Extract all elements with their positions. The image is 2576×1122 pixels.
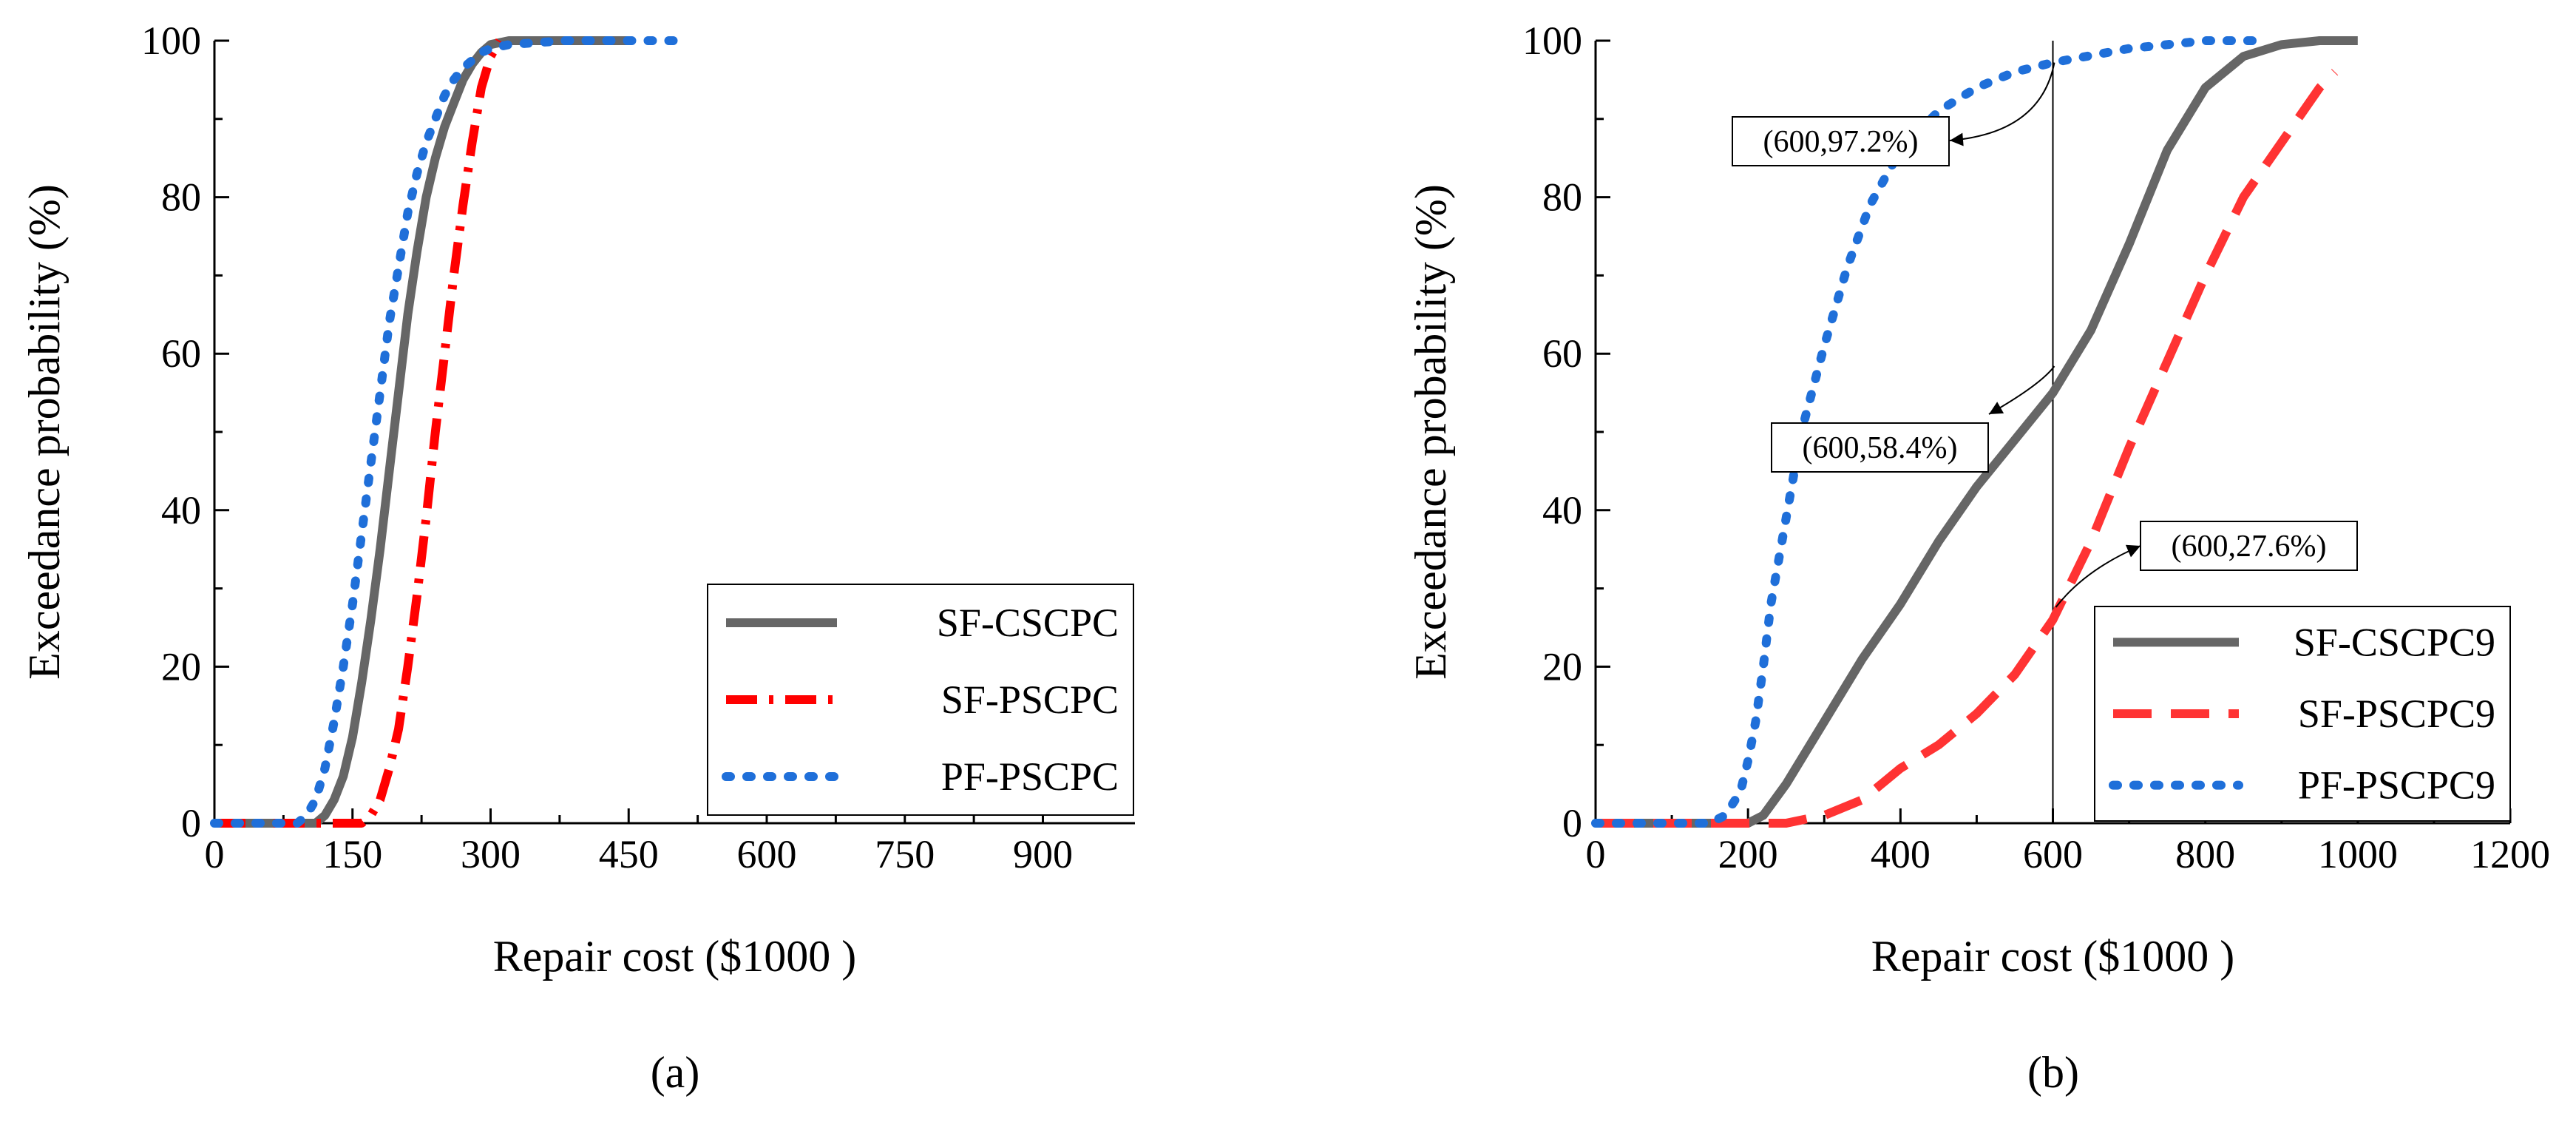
legend-label: SF-PSCPC [941,677,1119,722]
panel-label: (b) [2027,1048,2079,1097]
x-tick-label: 600 [737,832,797,876]
annotation-arrowhead [1989,402,2004,414]
annotation-label: (600,27.6%) [2172,530,2327,564]
series-line-pf-pscpc9 [1591,36,2263,828]
x-axis-title: Repair cost ($1000 ) [1871,932,2235,981]
y-tick-label: 0 [181,801,201,845]
y-tick-label: 80 [1542,175,1582,220]
x-tick-label: 800 [2175,832,2235,876]
x-tick-label: 200 [1718,832,1778,876]
y-tick-label: 60 [1542,331,1582,376]
y-axis-title: Exceedance probability (%) [1406,184,1455,680]
x-axis-title: Repair cost ($1000 ) [493,932,857,981]
x-tick-label: 150 [322,832,382,876]
panel-label: (a) [651,1048,700,1097]
x-tick-label: 1000 [2318,832,2398,876]
legend-label: SF-CSCPC [937,601,1119,645]
x-tick-label: 0 [205,832,225,876]
annotation-arrow [1949,62,2055,141]
series-line-pf-pscpc [210,36,679,828]
annotation-arrowhead [1950,132,1964,146]
x-tick-label: 0 [1586,832,1606,876]
y-tick-label: 40 [161,488,201,533]
legend-label: SF-PSCPC9 [2298,692,2495,736]
y-tick-label: 100 [141,18,201,63]
annotation-label: (600,58.4%) [1803,431,1958,465]
y-tick-label: 20 [161,644,201,689]
y-tick-label: 80 [161,175,201,220]
legend-label: PF-PSCPC9 [2298,763,2495,808]
x-tick-label: 600 [2023,832,2083,876]
y-tick-label: 100 [1522,18,1582,63]
x-tick-label: 900 [1013,832,1073,876]
series-line-sf-pscpc [214,38,504,828]
panel-b: 0 200 400 600 800 1000 1200 0 20 40 60 80 100 Repair … [1406,18,2550,1097]
y-tick-label: 60 [161,331,201,376]
x-tick-label: 450 [599,832,659,876]
x-tick-label: 750 [875,832,935,876]
annotation-box [2140,521,2358,571]
y-axis-title: Exceedance probability (%) [20,184,69,680]
series-line-sf-cscpc9 [1596,36,2358,828]
y-tick-label: 0 [1562,801,1582,845]
annotation-box [1771,422,1989,473]
y-tick-label: 40 [1542,488,1582,533]
x-tick-label: 400 [1871,832,1931,876]
legend-label: PF-PSCPC [941,754,1119,799]
x-tick-label: 1200 [2470,832,2550,876]
panel-a: 0 150 300 450 600 750 900 0 20 40 60 80 100 Repair co… [20,18,1135,1097]
annotation-label: (600,97.2%) [1763,125,1919,159]
legend-label: SF-CSCPC9 [2294,620,2495,664]
annotation-arrowhead [2125,544,2141,558]
y-tick-label: 20 [1542,644,1582,689]
x-tick-label: 300 [461,832,521,876]
annotation-arrow [2055,545,2141,608]
annotation-box [1732,116,1950,166]
series-line-sf-pscpc9 [1596,69,2339,828]
